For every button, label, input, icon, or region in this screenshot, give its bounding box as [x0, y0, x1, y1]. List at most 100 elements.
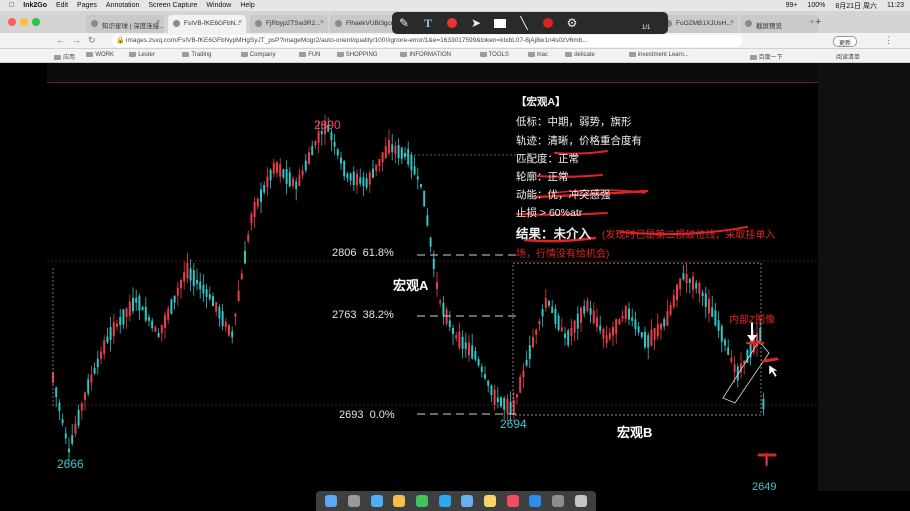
finder-icon[interactable]	[325, 495, 338, 507]
menu-app[interactable]: Ink2Go	[18, 2, 47, 9]
new-tab-icon[interactable]: +	[815, 16, 822, 28]
notes-icon[interactable]	[483, 495, 496, 507]
close-tab-icon[interactable]: ×	[155, 19, 160, 26]
menu-pages[interactable]: Pages	[71, 2, 97, 9]
candle-body	[394, 145, 397, 155]
close-tab-icon[interactable]: ×	[319, 19, 324, 26]
safari-icon[interactable]	[370, 495, 383, 507]
candle-body	[125, 308, 128, 318]
maximize-window-icon[interactable]	[32, 18, 40, 26]
qq-icon[interactable]	[438, 495, 451, 507]
pointer-icon[interactable]: ➤	[470, 16, 482, 30]
status-time[interactable]: 11:23	[887, 2, 904, 9]
pen-icon[interactable]: ✎	[398, 16, 410, 30]
music-icon[interactable]	[506, 495, 519, 507]
candle-body	[640, 332, 643, 337]
bookmark-item[interactable]: SHOPPING	[336, 52, 377, 58]
update-button[interactable]: 更新	[833, 36, 857, 47]
candle-body	[61, 419, 64, 424]
reading-list[interactable]: 阅读清单	[836, 55, 861, 61]
wechat-icon[interactable]	[415, 495, 428, 507]
bookmark-item[interactable]: 应用	[54, 52, 75, 61]
candle-body	[733, 364, 736, 373]
overlay-group	[52, 150, 779, 457]
bookmark-item[interactable]: Lester	[129, 52, 155, 58]
folder-icon	[527, 52, 535, 57]
record-icon[interactable]	[536, 12, 560, 34]
text-icon[interactable]: T	[423, 15, 432, 30]
candle-body	[276, 162, 278, 173]
color-icon[interactable]	[440, 12, 464, 34]
folder-icon	[628, 52, 636, 57]
rect-icon[interactable]	[488, 12, 512, 34]
candle-body	[724, 339, 726, 346]
browser-tab[interactable]: FlhaekVUBl3gcr...×	[330, 15, 400, 33]
bookmark-item[interactable]: FUN	[299, 52, 321, 58]
candle-body	[215, 302, 218, 312]
candle-body	[199, 281, 202, 290]
browser-tab[interactable]: FoOZMB1XJUsH... ×	[660, 15, 738, 33]
candle-body	[160, 324, 163, 334]
bookmark-item[interactable]: Trading	[182, 52, 212, 58]
candle-body	[183, 272, 186, 282]
menu-screen-capture[interactable]: Screen Capture	[143, 2, 197, 9]
candle-body	[695, 282, 698, 289]
bookmark-item[interactable]: delicate	[565, 52, 595, 58]
analysis-line: 轨迹：清晰，价格重合度有	[516, 135, 642, 147]
candle-body	[192, 270, 195, 287]
candle-body	[391, 144, 394, 153]
tab-bar: 知识星球 | 深度连接... × FsIVB-fKE6GFbN... × FjRbyp2…	[0, 11, 910, 33]
browser-tab[interactable]: FsIVB-fKE6GFbN... ×	[168, 15, 246, 33]
image-right-margin	[818, 63, 910, 491]
launchpad-icon[interactable]	[347, 495, 360, 507]
menu-dots-icon[interactable]: ⋮	[884, 35, 893, 45]
mouse-cursor-icon	[768, 364, 779, 378]
close-tab-icon[interactable]: ×	[237, 19, 242, 26]
minimize-window-icon[interactable]	[20, 18, 28, 26]
status-battery-badge[interactable]: 99+	[785, 2, 798, 9]
close-window-icon[interactable]	[8, 18, 16, 26]
result-label: 结果：未介入	[516, 227, 592, 241]
bookmark-item[interactable]: Company	[240, 52, 275, 58]
folder-icon	[479, 52, 487, 57]
fib-38-label: 2763 38.2%	[332, 309, 394, 321]
settings-icon[interactable]: ⚙	[566, 16, 578, 30]
settings-icon[interactable]	[551, 495, 564, 507]
candle-body	[202, 284, 205, 294]
favicon-icon	[335, 20, 342, 27]
menu-annotation[interactable]: Annotation	[100, 2, 139, 9]
bookmark-item[interactable]: mac	[527, 52, 548, 58]
menu-window[interactable]: Window	[201, 2, 231, 9]
candle-body	[413, 166, 416, 175]
candle-body	[208, 294, 211, 300]
bookmark-item[interactable]: INFORMATION	[400, 52, 451, 58]
menu-edit[interactable]: Edit	[50, 2, 68, 9]
bookmark-item[interactable]: TOOLS	[479, 52, 509, 58]
candle-body	[231, 331, 234, 338]
apple-icon[interactable]: 	[9, 2, 14, 9]
candle-body	[64, 433, 67, 439]
bookmark-item[interactable]: 百度一下	[749, 52, 783, 61]
back-icon[interactable]: ←	[56, 35, 65, 45]
forward-icon[interactable]: →	[72, 35, 81, 45]
candle-body	[477, 359, 480, 366]
browser-tab[interactable]: 知识星球 | 深度连接... ×	[86, 15, 164, 33]
browser-tab[interactable]: 截屏预览 ×	[740, 15, 818, 33]
bookmark-item[interactable]: investment Learn...	[628, 52, 689, 58]
bookmark-item[interactable]: WORK	[86, 52, 114, 58]
browser-tab[interactable]: FjRbyp2TSw3R2... ×	[250, 15, 328, 33]
appstore-icon[interactable]	[529, 495, 542, 507]
mail-icon[interactable]	[461, 495, 474, 507]
candle-body	[583, 306, 586, 314]
menu-help[interactable]: Help	[235, 2, 254, 9]
trash-icon[interactable]	[574, 495, 587, 507]
candle-body	[93, 367, 96, 374]
close-tab-icon[interactable]: ×	[809, 19, 814, 26]
down-arrow-head	[747, 335, 757, 342]
close-tab-icon[interactable]: ×	[729, 19, 734, 26]
url-input[interactable]: 🔒 images.zsxq.com/FsIVB-fKE6GFbNypMHgSyJ…	[112, 35, 742, 47]
reload-icon[interactable]: ↻	[88, 35, 96, 45]
chrome-icon[interactable]	[393, 495, 406, 507]
candle-body	[420, 184, 422, 188]
line-icon[interactable]: ╲	[520, 16, 528, 30]
